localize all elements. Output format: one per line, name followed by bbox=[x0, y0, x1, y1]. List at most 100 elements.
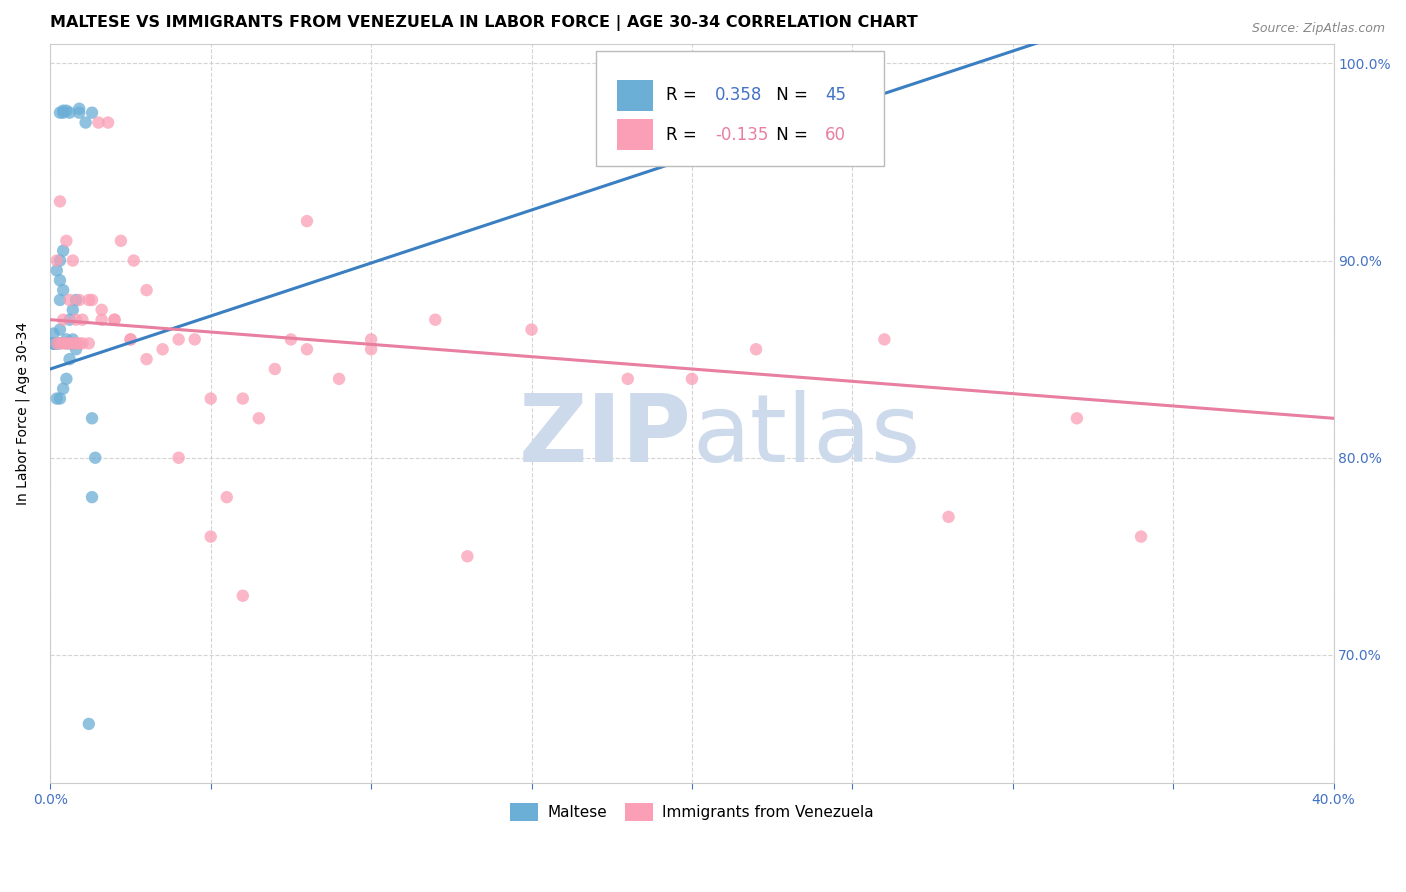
Point bbox=[1130, 530, 1153, 544]
Point bbox=[49, 105, 72, 120]
Point bbox=[67, 102, 90, 116]
Point bbox=[49, 336, 72, 351]
Point bbox=[52, 312, 75, 326]
FancyBboxPatch shape bbox=[617, 80, 654, 111]
Point bbox=[360, 343, 382, 357]
Point bbox=[58, 293, 80, 307]
Point bbox=[42, 326, 65, 341]
Y-axis label: In Labor Force | Age 30-34: In Labor Force | Age 30-34 bbox=[15, 322, 30, 505]
Point bbox=[200, 392, 222, 406]
Point bbox=[52, 103, 75, 118]
Point bbox=[681, 372, 703, 386]
Point bbox=[52, 283, 75, 297]
Point bbox=[77, 336, 100, 351]
Point bbox=[62, 302, 84, 317]
Text: Source: ZipAtlas.com: Source: ZipAtlas.com bbox=[1251, 22, 1385, 36]
Point bbox=[215, 490, 238, 504]
Point bbox=[873, 333, 896, 347]
Point bbox=[45, 392, 67, 406]
Point bbox=[264, 362, 287, 376]
Point bbox=[58, 336, 80, 351]
Text: N =: N = bbox=[772, 87, 814, 104]
Point bbox=[295, 214, 318, 228]
Point bbox=[80, 105, 103, 120]
Point bbox=[49, 273, 72, 287]
Point bbox=[135, 352, 157, 367]
Point bbox=[42, 336, 65, 351]
Point bbox=[232, 392, 254, 406]
Text: atlas: atlas bbox=[692, 390, 920, 482]
Point bbox=[97, 115, 120, 129]
Point bbox=[152, 343, 174, 357]
Point bbox=[42, 336, 65, 351]
Point bbox=[67, 336, 90, 351]
Text: MALTESE VS IMMIGRANTS FROM VENEZUELA IN LABOR FORCE | AGE 30-34 CORRELATION CHAR: MALTESE VS IMMIGRANTS FROM VENEZUELA IN … bbox=[51, 15, 918, 31]
Point bbox=[45, 336, 67, 351]
Point bbox=[62, 336, 84, 351]
Text: R =: R = bbox=[666, 87, 702, 104]
Text: N =: N = bbox=[772, 126, 814, 144]
Point bbox=[135, 283, 157, 297]
Point bbox=[183, 333, 205, 347]
Point bbox=[280, 333, 302, 347]
Point bbox=[49, 392, 72, 406]
Point bbox=[90, 302, 112, 317]
Point bbox=[45, 336, 67, 351]
Point bbox=[328, 372, 350, 386]
Point bbox=[80, 293, 103, 307]
Point bbox=[938, 509, 960, 524]
FancyBboxPatch shape bbox=[596, 51, 884, 166]
Point bbox=[80, 490, 103, 504]
Point bbox=[84, 450, 107, 465]
Text: R =: R = bbox=[666, 126, 702, 144]
Point bbox=[62, 253, 84, 268]
Point bbox=[55, 336, 77, 351]
Point bbox=[49, 293, 72, 307]
Point bbox=[103, 312, 125, 326]
Point bbox=[520, 322, 543, 336]
Point bbox=[55, 333, 77, 347]
Point bbox=[55, 372, 77, 386]
Point bbox=[200, 530, 222, 544]
Point bbox=[49, 336, 72, 351]
Point bbox=[72, 312, 94, 326]
Point bbox=[62, 333, 84, 347]
Point bbox=[42, 336, 65, 351]
Point bbox=[42, 336, 65, 351]
Point bbox=[77, 293, 100, 307]
Point bbox=[52, 336, 75, 351]
Text: -0.135: -0.135 bbox=[716, 126, 769, 144]
Point bbox=[87, 115, 110, 129]
Point bbox=[75, 115, 97, 129]
Point bbox=[58, 312, 80, 326]
Point bbox=[62, 336, 84, 351]
Point bbox=[103, 312, 125, 326]
Point bbox=[52, 382, 75, 396]
Point bbox=[49, 322, 72, 336]
Point bbox=[52, 105, 75, 120]
Point bbox=[42, 336, 65, 351]
Point bbox=[72, 336, 94, 351]
Point bbox=[45, 336, 67, 351]
Text: 0.358: 0.358 bbox=[716, 87, 762, 104]
Point bbox=[49, 253, 72, 268]
Point bbox=[65, 343, 87, 357]
Point bbox=[58, 336, 80, 351]
Point bbox=[167, 450, 190, 465]
Point bbox=[167, 333, 190, 347]
Point bbox=[55, 234, 77, 248]
Point bbox=[65, 293, 87, 307]
Point bbox=[232, 589, 254, 603]
Point bbox=[49, 194, 72, 209]
Text: 45: 45 bbox=[825, 87, 846, 104]
Text: ZIP: ZIP bbox=[519, 390, 692, 482]
Point bbox=[1066, 411, 1088, 425]
Point bbox=[67, 293, 90, 307]
Point bbox=[120, 333, 142, 347]
Point bbox=[360, 333, 382, 347]
Point bbox=[745, 343, 768, 357]
Point bbox=[42, 336, 65, 351]
Point bbox=[45, 253, 67, 268]
Point bbox=[456, 549, 478, 564]
Point bbox=[247, 411, 270, 425]
